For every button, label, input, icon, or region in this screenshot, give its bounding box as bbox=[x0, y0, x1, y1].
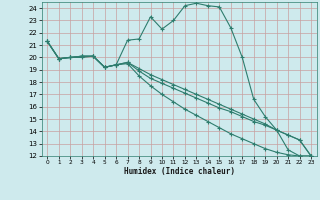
X-axis label: Humidex (Indice chaleur): Humidex (Indice chaleur) bbox=[124, 167, 235, 176]
